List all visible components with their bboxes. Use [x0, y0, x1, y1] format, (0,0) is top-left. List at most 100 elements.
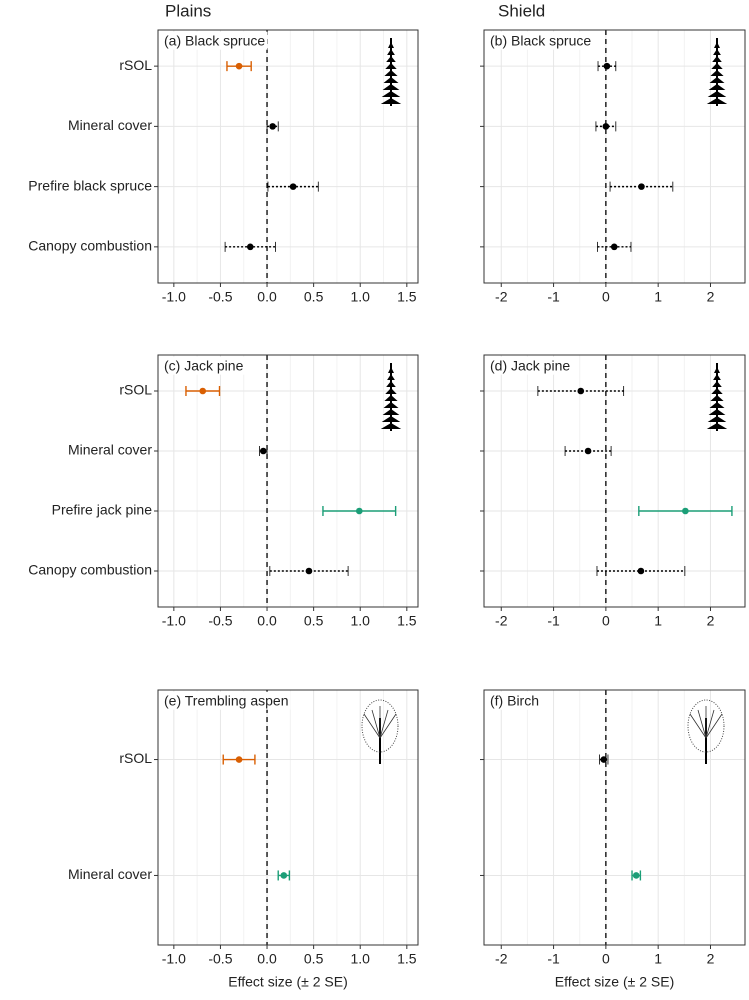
x-tick-label: 0.0 — [257, 613, 277, 629]
category-label: Canopy combustion — [28, 562, 152, 578]
tree-icon — [705, 713, 723, 739]
category-label: Mineral cover — [68, 442, 152, 458]
point — [603, 62, 611, 70]
x-tick-label: -0.5 — [208, 613, 232, 629]
tree-icon — [363, 713, 381, 739]
tree-icon-group — [706, 363, 728, 431]
tree-icon — [383, 77, 399, 83]
tree-icon — [380, 98, 402, 104]
point — [289, 183, 297, 190]
tree-icon-group — [706, 38, 728, 106]
tree-icon — [382, 409, 400, 415]
tree-icon — [383, 402, 399, 408]
point — [577, 387, 585, 395]
panel-title-bg — [488, 691, 541, 710]
point — [638, 183, 645, 190]
tree-icon-group — [687, 699, 725, 764]
category-label: Prefire black spruce — [28, 177, 152, 193]
x-tick-label: -1.0 — [162, 613, 186, 629]
point — [632, 872, 640, 879]
x-tick-label: 1 — [654, 289, 662, 305]
tree-icon — [385, 63, 397, 69]
category-label: rSOL — [119, 750, 152, 766]
tree-icon-group — [380, 363, 402, 431]
tree-icon — [709, 77, 725, 83]
tree-icon — [708, 409, 726, 415]
category-label: rSOL — [119, 57, 152, 73]
category-label: Canopy combustion — [28, 238, 152, 254]
tree-icon — [381, 416, 401, 422]
tree-icon — [711, 63, 723, 69]
point — [235, 756, 243, 763]
x-tick-label: 1.0 — [350, 951, 370, 967]
tree-icon — [712, 56, 722, 62]
x-tick-label: -1 — [547, 613, 560, 629]
tree-icon — [387, 49, 395, 55]
panel-border — [483, 689, 746, 946]
panel — [158, 690, 418, 945]
x-tick-label: 1.0 — [350, 289, 370, 305]
tree-icon — [712, 381, 722, 387]
panel — [484, 355, 745, 607]
point — [355, 507, 363, 515]
panel-title-bg — [162, 691, 291, 710]
x-tick-label: 1 — [654, 613, 662, 629]
tree-icon — [709, 402, 725, 408]
x-tick-label: -2 — [495, 951, 508, 967]
x-tick-label: -0.5 — [208, 951, 232, 967]
panel-border — [157, 29, 419, 284]
tree-icon — [706, 98, 728, 104]
panel-title: (c) Jack pine — [164, 358, 244, 374]
tree-icon — [706, 423, 728, 429]
x-tick-label: 0 — [602, 613, 610, 629]
panel-title: (b) Black spruce — [490, 33, 591, 49]
tree-icon — [710, 70, 724, 76]
column-header: Plains — [165, 1, 211, 20]
point — [600, 756, 608, 763]
x-tick-label: 1.5 — [397, 951, 417, 967]
tree-icon — [384, 395, 398, 401]
panel-title-bg — [162, 31, 268, 50]
tree-icon — [379, 709, 389, 739]
point — [682, 507, 689, 515]
point — [260, 447, 267, 455]
panel-border — [157, 354, 419, 608]
tree-icon — [689, 713, 707, 739]
x-tick-label: 2 — [707, 289, 715, 305]
x-tick-label: -2 — [495, 613, 508, 629]
tree-icon — [380, 423, 402, 429]
tree-icon — [711, 388, 723, 394]
x-tick-label: -1.0 — [162, 951, 186, 967]
x-tick-label: -1.0 — [162, 289, 186, 305]
point — [235, 62, 243, 70]
tree-icon — [385, 388, 397, 394]
column-header: Shield — [498, 1, 545, 20]
tree-icon — [697, 709, 707, 739]
x-tick-label: -2 — [495, 289, 508, 305]
tree-icon — [388, 367, 394, 373]
x-tick-label: 0.0 — [257, 289, 277, 305]
category-label: Mineral cover — [68, 866, 152, 882]
x-tick-label: 1.0 — [350, 613, 370, 629]
panel-title-bg — [488, 31, 594, 50]
category-label: Prefire jack pine — [52, 502, 153, 518]
point — [199, 387, 207, 395]
x-tick-label: 0.5 — [304, 951, 324, 967]
x-tick-label: 0.0 — [257, 951, 277, 967]
tree-icon — [361, 699, 399, 753]
panel — [158, 30, 418, 283]
x-tick-label: 0 — [602, 289, 610, 305]
tree-icon — [713, 374, 721, 380]
x-tick-label: -1 — [547, 951, 560, 967]
tree-icon — [384, 70, 398, 76]
x-axis-title: Effect size (± 2 SE) — [555, 974, 674, 990]
panel-title-bg — [162, 356, 246, 375]
tree-icon — [387, 374, 395, 380]
x-tick-label: 1 — [654, 951, 662, 967]
tree-icon — [386, 56, 396, 62]
x-tick-label: 0.5 — [304, 613, 324, 629]
panel-title: (e) Trembling aspen — [164, 693, 289, 709]
tree-icon-group — [361, 699, 399, 764]
x-tick-label: 1.5 — [397, 289, 417, 305]
x-tick-label: 0.5 — [304, 289, 324, 305]
